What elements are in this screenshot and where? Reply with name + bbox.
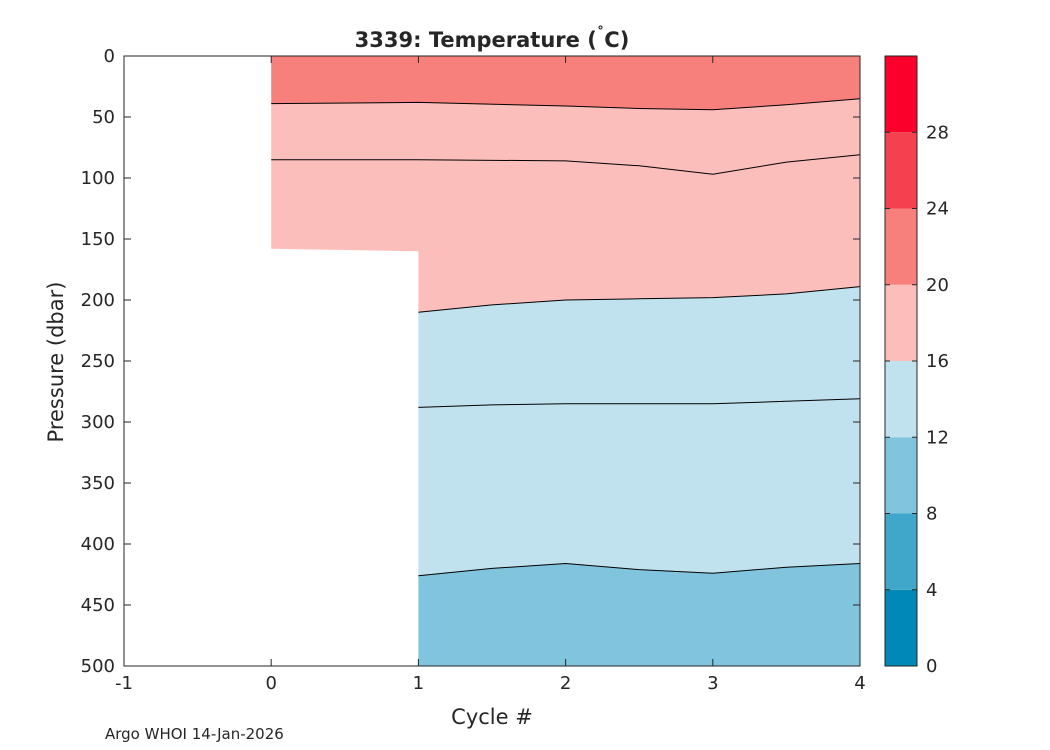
y-tick-label: 500 [81,656,115,677]
chart-title: 3339: Temperature (˚C) [355,25,630,52]
colorbar: 0 4 8 12 16 20 24 28 [884,55,949,677]
x-tick-label: 2 [560,673,571,694]
y-tick-label: 100 [81,168,115,189]
x-tick-label: 1 [413,673,424,694]
degree-symbol: ˚ [597,25,605,43]
y-tick-label: 400 [81,534,115,555]
x-tick-label: 0 [265,673,276,694]
isotherm-18 [271,154,861,175]
colorbar-tick-label: 24 [926,199,949,220]
x-tick-label: 4 [854,673,865,694]
footer-note: Argo WHOI 14-Jan-2026 [105,725,284,743]
colorbar-band [885,208,917,285]
colorbar-tick-label: 4 [926,580,937,601]
y-tick-label: 250 [81,351,115,372]
y-tick-label: 50 [92,107,115,128]
y-tick-label: 350 [81,473,115,494]
colorbar-band [885,437,917,514]
y-tick-label: 0 [104,46,115,67]
x-tick-label: -1 [115,673,133,694]
x-axis: -1 0 1 2 3 4 [115,56,866,694]
colorbar-tick-label: 12 [926,427,949,448]
colorbar-tick-label: 8 [926,504,937,525]
colorbar-band [885,589,917,666]
isotherm-20 [271,98,861,111]
band-16-20 [271,98,860,313]
band-8-12 [418,563,860,666]
chart-title-prefix: 3339: Temperature ( [355,28,597,52]
y-axis: 0 50 100 150 200 250 300 350 400 450 500 [81,46,860,677]
isotherm-16 [418,286,861,313]
y-tick-label: 150 [81,229,115,250]
chart-title-suffix: C) [604,28,629,52]
colorbar-band [885,361,917,438]
y-axis-label: Pressure (dbar) [44,282,68,443]
x-tick-label: 3 [707,673,718,694]
colorbar-band [885,132,917,209]
colorbar-band [885,513,917,590]
colorbar-band [885,284,917,361]
colorbar-tick-label: 28 [926,122,949,143]
x-axis-label: Cycle # [451,705,533,729]
colorbar-tick-label: 16 [926,351,949,372]
y-tick-label: 450 [81,595,115,616]
y-tick-label: 200 [81,290,115,311]
y-tick-label: 300 [81,412,115,433]
isotherm-14 [418,398,861,408]
isotherm-12 [418,562,861,577]
band-20-24 [271,56,860,110]
colorbar-tick-label: 0 [926,656,937,677]
band-12-16 [418,286,860,576]
colorbar-band [885,56,917,133]
isotherm-lines [271,98,861,577]
contour-fill-layer [271,56,860,666]
colorbar-tick-label: 20 [926,275,949,296]
